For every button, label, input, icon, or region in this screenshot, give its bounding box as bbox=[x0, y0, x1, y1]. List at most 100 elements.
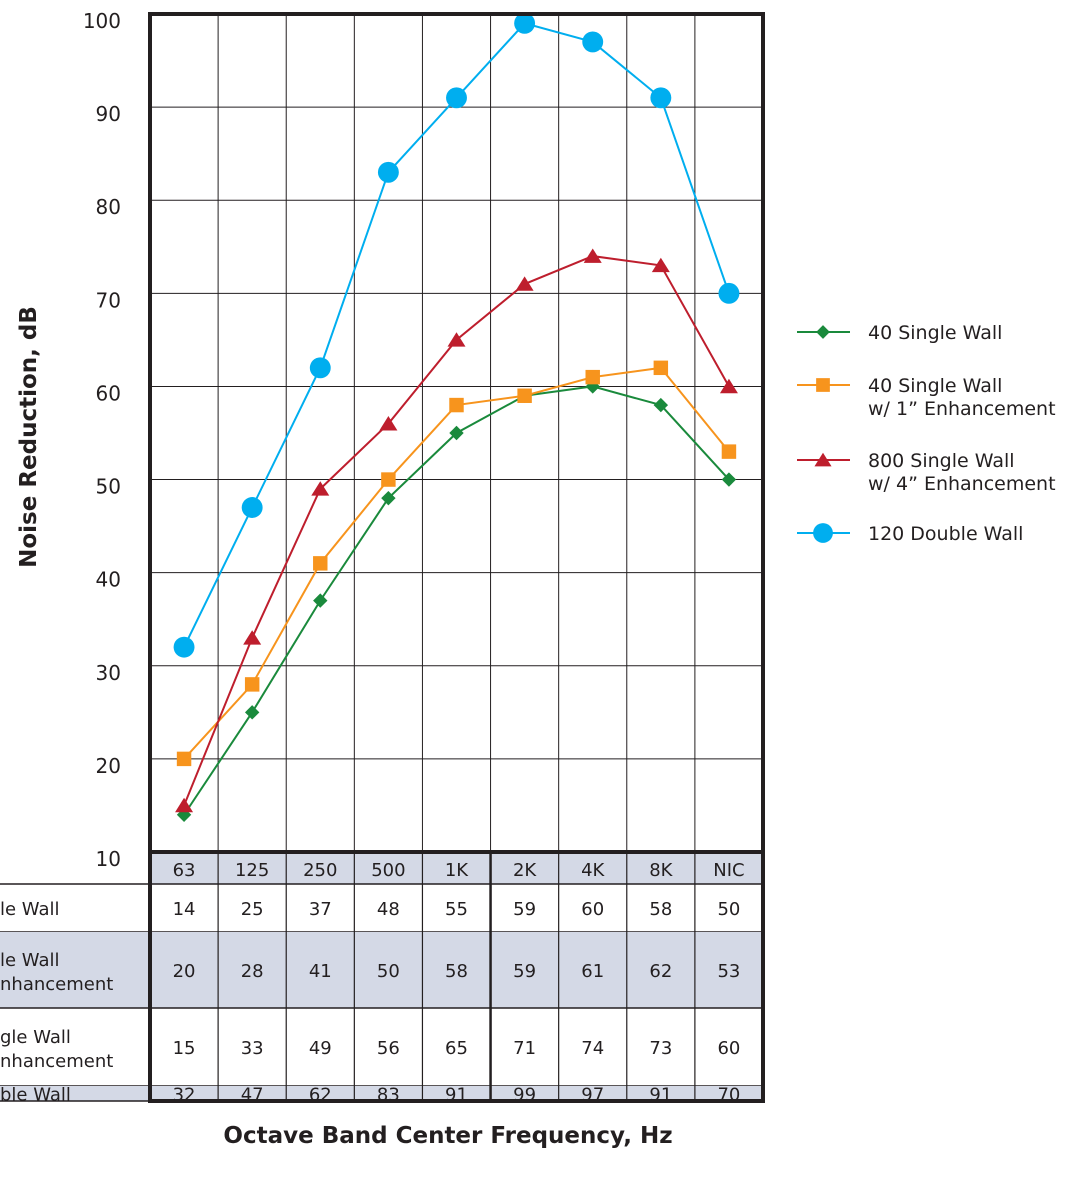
legend-marker bbox=[816, 325, 830, 339]
y-tick-label: 10 bbox=[96, 847, 121, 871]
legend-label: 120 Double Wall bbox=[868, 523, 1023, 545]
table-header-cell: 4K bbox=[581, 860, 605, 881]
table-cell: 59 bbox=[513, 899, 536, 920]
legend-item: 40 Single Wall bbox=[797, 322, 1002, 344]
table-header-cell: 125 bbox=[235, 860, 269, 881]
table-cell: 56 bbox=[377, 1038, 400, 1059]
table-cell: 41 bbox=[309, 961, 332, 982]
data-point bbox=[447, 332, 466, 347]
table-header-cell: 8K bbox=[649, 860, 673, 881]
table-cell: 50 bbox=[377, 961, 400, 982]
chart-series bbox=[173, 12, 740, 822]
table-cell: 58 bbox=[445, 961, 468, 982]
data-point bbox=[653, 397, 669, 413]
table-row-shade bbox=[0, 1086, 763, 1101]
data-point bbox=[582, 31, 604, 53]
legend-marker bbox=[816, 378, 830, 392]
table-row-label: ble Wall bbox=[0, 1085, 71, 1106]
data-point bbox=[449, 397, 464, 413]
data-point bbox=[721, 444, 737, 459]
data-point bbox=[446, 87, 467, 109]
data-point bbox=[653, 360, 669, 376]
table-cell: 25 bbox=[241, 899, 264, 920]
table-row-label: nhancement bbox=[0, 974, 113, 995]
table-header-cell: 2K bbox=[513, 860, 537, 881]
table-cell: 48 bbox=[377, 899, 400, 920]
table-header-row bbox=[150, 852, 763, 884]
table-cell: 14 bbox=[173, 899, 196, 920]
y-tick-label: 40 bbox=[96, 568, 121, 592]
y-tick-label: 80 bbox=[96, 195, 121, 219]
table-header-cell: 250 bbox=[303, 860, 337, 881]
data-point bbox=[585, 369, 600, 385]
data-point bbox=[244, 705, 260, 720]
y-tick-label: 30 bbox=[96, 661, 121, 685]
data-point bbox=[515, 276, 534, 291]
data-point bbox=[175, 797, 194, 813]
series-1 bbox=[176, 360, 737, 767]
series-2 bbox=[175, 248, 738, 813]
legend-label: 40 Single Wall bbox=[868, 322, 1002, 344]
data-point bbox=[381, 490, 396, 506]
table-cell: 71 bbox=[513, 1038, 536, 1059]
data-point bbox=[517, 388, 532, 403]
table-cell: 60 bbox=[581, 899, 604, 920]
legend-label: 40 Single Wall bbox=[868, 375, 1002, 397]
y-tick-label: 90 bbox=[96, 102, 121, 126]
data-point bbox=[449, 425, 464, 441]
y-tick-label: 100 bbox=[83, 9, 121, 33]
y-tick-label: 20 bbox=[96, 754, 121, 778]
data-point bbox=[721, 472, 737, 487]
data-point bbox=[173, 636, 195, 658]
data-point bbox=[313, 593, 328, 608]
table-cell: 28 bbox=[241, 961, 264, 982]
table-header-cell: 1K bbox=[445, 860, 469, 881]
table-cell: 74 bbox=[581, 1038, 604, 1059]
table-cell: 60 bbox=[717, 1038, 740, 1059]
y-tick-label: 70 bbox=[96, 288, 121, 312]
table-cell: 62 bbox=[649, 961, 672, 982]
data-point bbox=[243, 630, 262, 645]
data-point bbox=[244, 677, 260, 692]
data-point bbox=[377, 161, 399, 183]
data-point bbox=[381, 472, 396, 487]
table-row-label: le Wall bbox=[0, 899, 59, 920]
table-cell: 61 bbox=[581, 961, 604, 982]
chart-grid bbox=[150, 14, 763, 852]
data-point bbox=[583, 248, 602, 263]
table-cell: 37 bbox=[309, 899, 332, 920]
data-point bbox=[585, 379, 600, 394]
table-cell: 65 bbox=[445, 1038, 468, 1059]
x-axis-title: Octave Band Center Frequency, Hz bbox=[223, 1123, 672, 1149]
table-cell: 20 bbox=[173, 961, 196, 982]
data-point bbox=[650, 87, 672, 109]
plot-border bbox=[148, 12, 765, 1103]
series-line bbox=[183, 385, 730, 816]
table-row-label: nhancement bbox=[0, 1051, 113, 1072]
legend-label: 800 Single Wall bbox=[868, 450, 1015, 472]
table-row-shade bbox=[0, 932, 763, 1008]
table-cell: 15 bbox=[173, 1038, 196, 1059]
series-3 bbox=[173, 12, 740, 658]
table-row-label: le Wall bbox=[0, 950, 59, 971]
data-point bbox=[379, 416, 398, 431]
table-cell: 33 bbox=[241, 1038, 264, 1059]
table-header-cell: 500 bbox=[371, 860, 405, 881]
data-point bbox=[311, 481, 330, 496]
y-axis-ticks: 10 20 30 40 50 60 70 80 90 100 bbox=[83, 9, 121, 871]
table-row-label: gle Wall bbox=[0, 1027, 71, 1048]
data-point bbox=[718, 282, 740, 304]
table-cell: 59 bbox=[513, 961, 536, 982]
table-cell: 53 bbox=[717, 961, 740, 982]
data-point bbox=[176, 751, 192, 767]
data-point bbox=[651, 257, 670, 273]
data-point bbox=[514, 12, 536, 34]
legend-marker bbox=[813, 523, 833, 543]
data-point bbox=[313, 556, 328, 571]
table-cell: 55 bbox=[445, 899, 468, 920]
data-point bbox=[176, 807, 192, 822]
